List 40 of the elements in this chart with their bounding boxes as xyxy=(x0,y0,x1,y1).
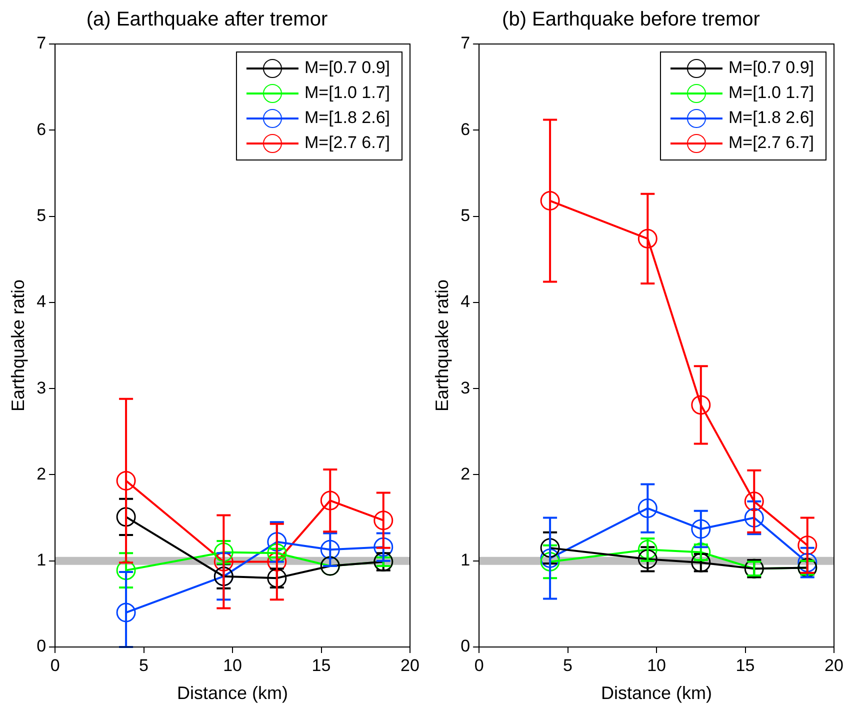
x-tick-label: 5 xyxy=(139,656,149,675)
y-tick-label: 7 xyxy=(36,34,46,53)
y-tick-label: 5 xyxy=(36,206,46,225)
chart-title: (b) Earthquake before tremor xyxy=(502,8,760,31)
y-tick-label: 3 xyxy=(36,378,46,398)
y-tick-label: 4 xyxy=(460,292,470,312)
y-tick-label: 0 xyxy=(460,636,470,656)
x-tick-label: 15 xyxy=(312,656,331,675)
y-tick-label: 2 xyxy=(460,464,470,484)
y-tick-label: 5 xyxy=(460,206,470,225)
legend-label: M=[2.7 6.7] xyxy=(728,133,814,152)
x-tick-label: 10 xyxy=(223,656,242,675)
legend-label: M=[1.0 1.7] xyxy=(728,83,814,102)
legend-label: M=[0.7 0.9] xyxy=(304,58,390,78)
legend-label: M=[0.7 0.9] xyxy=(728,58,814,78)
legend-label: M=[1.0 1.7] xyxy=(304,83,390,102)
y-tick-label: 6 xyxy=(36,120,46,139)
y-tick-label: 4 xyxy=(36,292,46,312)
y-tick-label: 0 xyxy=(36,636,46,656)
legend-label: M=[1.8 2.6] xyxy=(728,108,814,128)
x-tick-label: 0 xyxy=(50,656,60,675)
x-tick-label: 5 xyxy=(563,656,573,675)
x-tick-label: 20 xyxy=(824,656,844,675)
y-tick-label: 6 xyxy=(460,120,470,139)
y-tick-label: 7 xyxy=(460,34,470,53)
y-tick-label: 1 xyxy=(460,550,470,570)
y-tick-label: 1 xyxy=(36,550,46,570)
x-tick-label: 20 xyxy=(400,656,420,675)
chart-title: (a) Earthquake after tremor xyxy=(86,8,328,31)
y-axis-title: Earthquake ratio xyxy=(8,279,28,412)
x-axis-title: Distance (km) xyxy=(601,683,712,704)
x-tick-label: 15 xyxy=(736,656,755,675)
y-axis-title: Earthquake ratio xyxy=(432,279,452,412)
x-tick-label: 10 xyxy=(647,656,666,675)
x-tick-label: 0 xyxy=(474,656,484,675)
y-tick-label: 2 xyxy=(36,464,46,484)
x-axis-title: Distance (km) xyxy=(177,683,288,704)
legend-label: M=[2.7 6.7] xyxy=(304,133,390,152)
legend-label: M=[1.8 2.6] xyxy=(304,108,390,128)
y-tick-label: 3 xyxy=(460,378,470,398)
